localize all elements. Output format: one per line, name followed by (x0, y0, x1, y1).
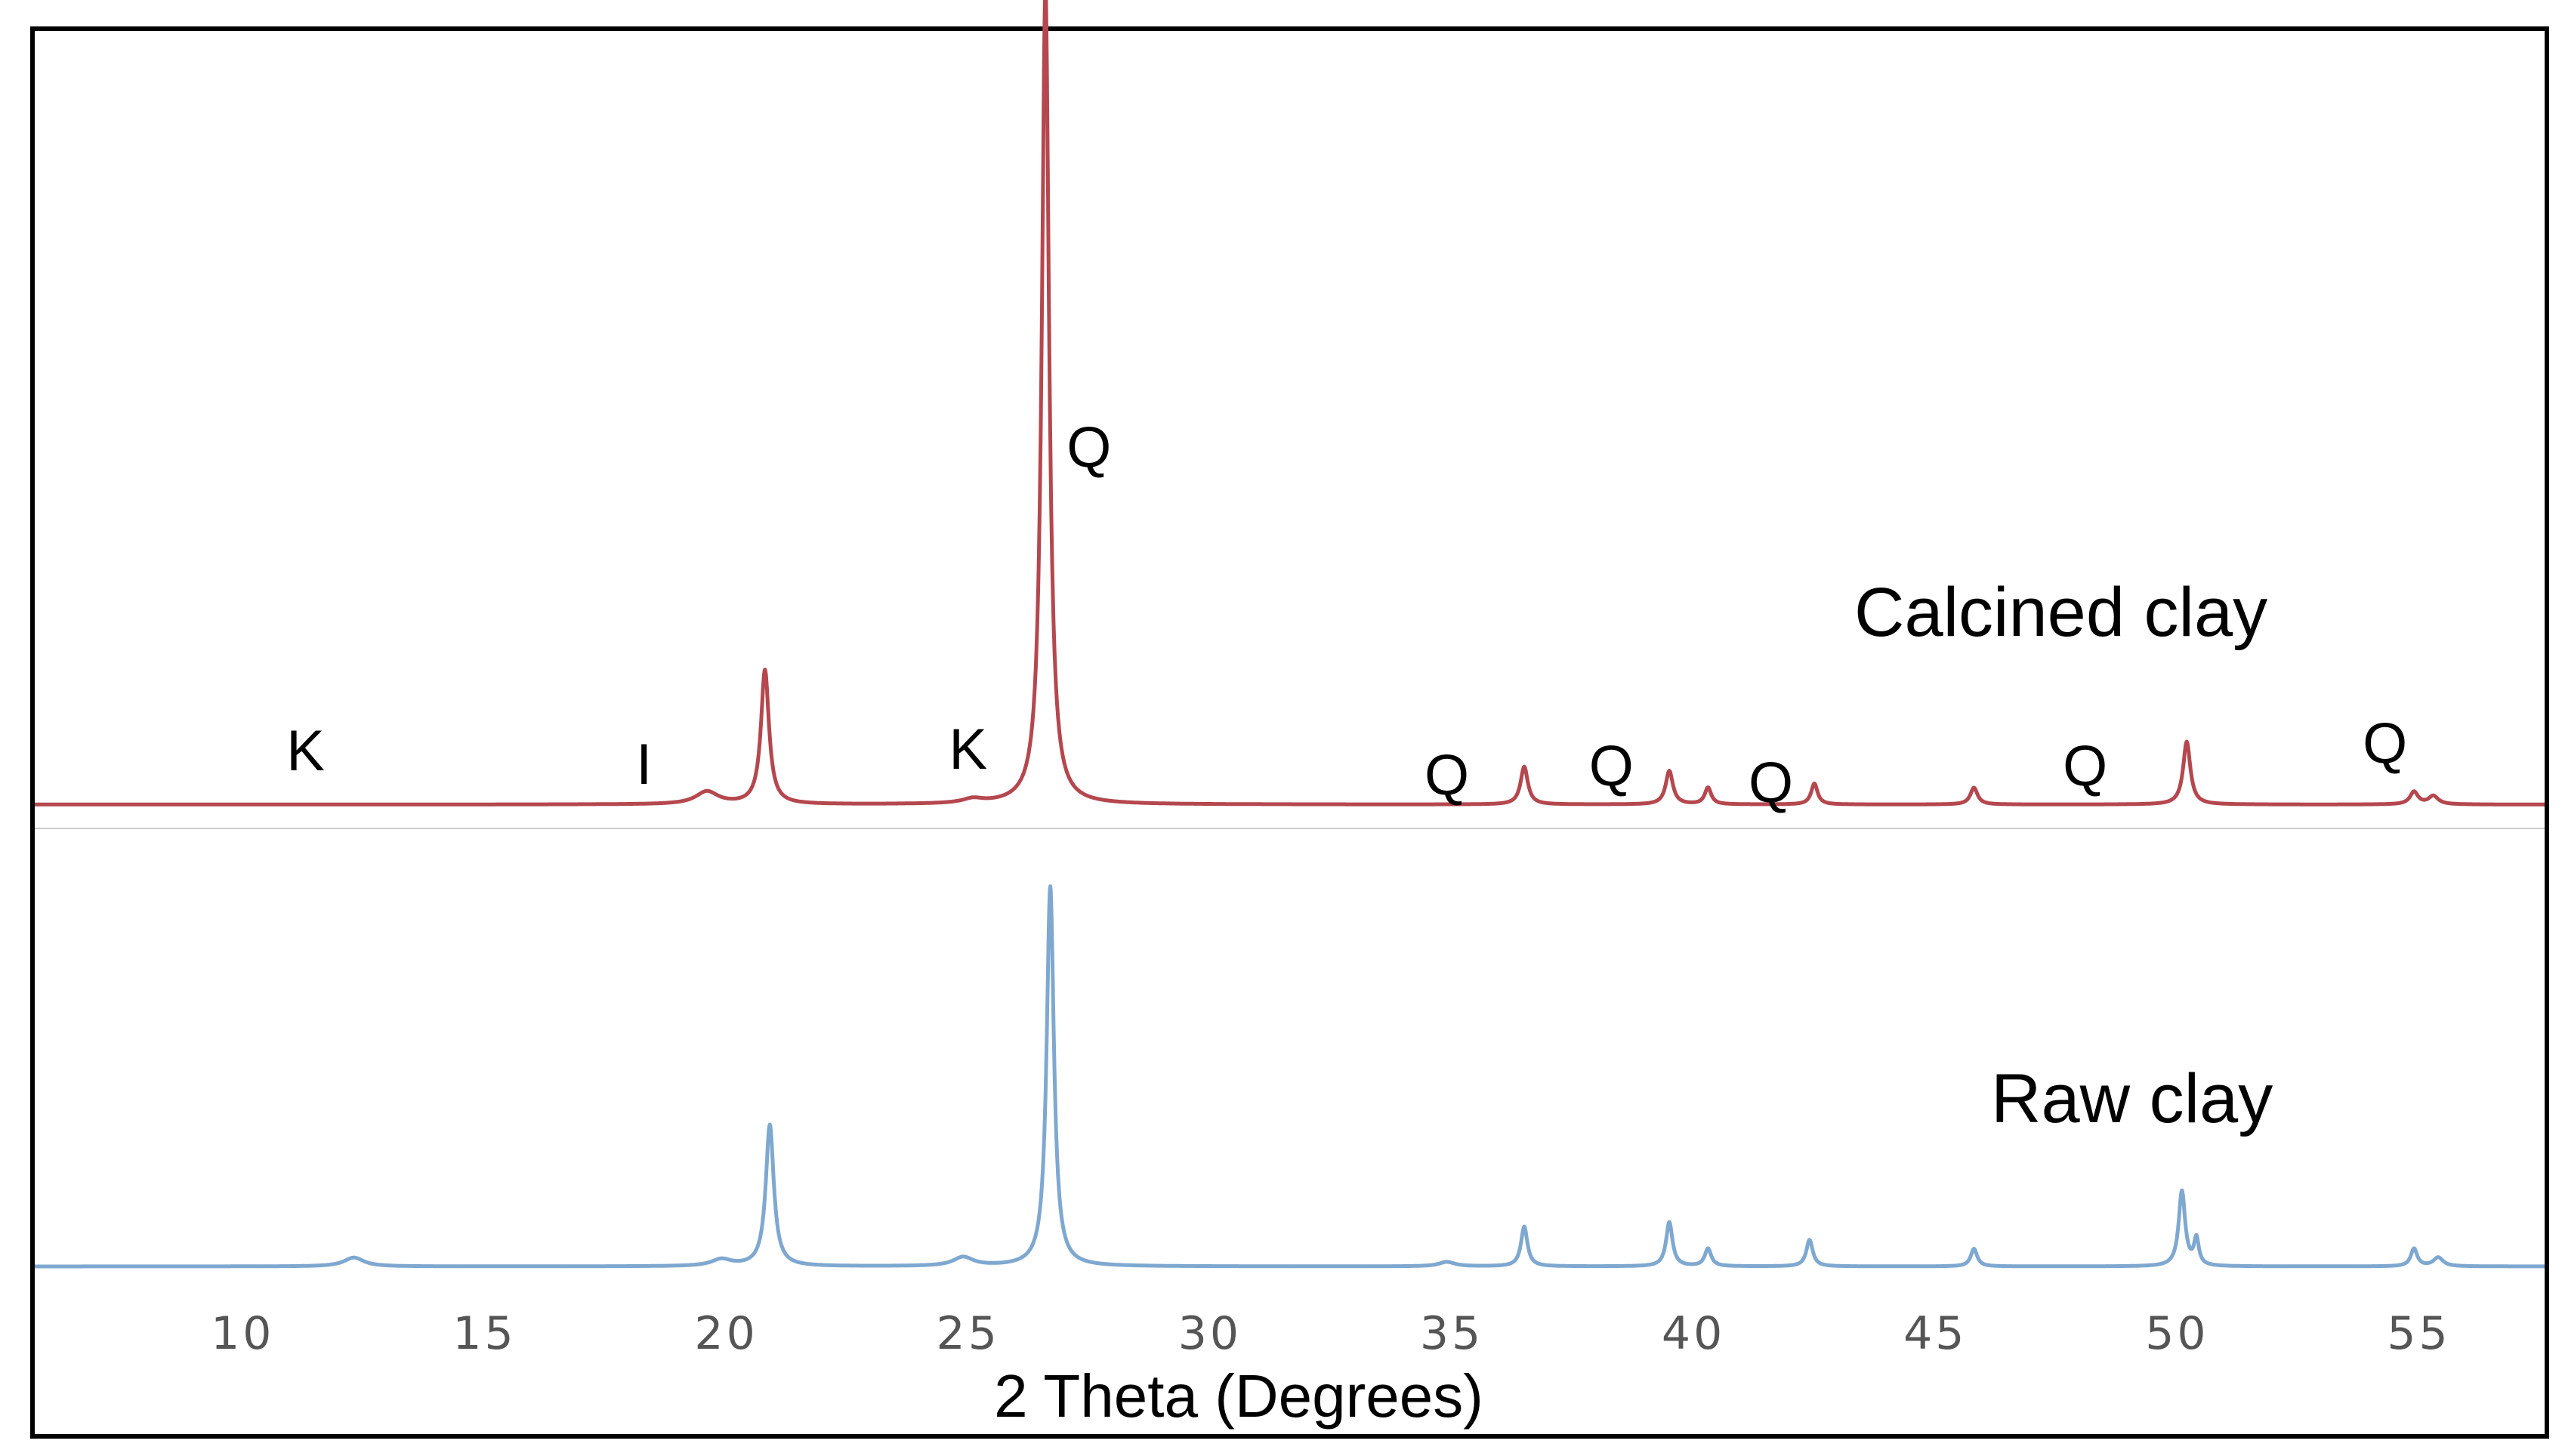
peak-label-quartz-5: Q (2063, 734, 2107, 798)
x-tick-label: 20 (694, 1307, 758, 1360)
raw-clay-trace (33, 884, 2546, 1269)
x-tick-label: 35 (1420, 1307, 1483, 1360)
peak-label-quartz-main: Q (1066, 415, 1111, 480)
peak-label-quartz-4: Q (1749, 751, 1793, 815)
x-tick-label: 55 (2387, 1307, 2450, 1360)
x-axis-title: 2 Theta (Degrees) (994, 1362, 1483, 1430)
series-label-calcined-clay: Calcined clay (1854, 574, 2267, 651)
calcined-clay-trace (33, 0, 2546, 807)
peak-label-quartz-3: Q (1589, 734, 1634, 798)
chart-frame (30, 26, 2549, 1439)
peak-label-kaolinite-2: K (949, 717, 987, 782)
x-tick-label: 30 (1178, 1307, 1242, 1360)
x-tick-label: 15 (452, 1307, 516, 1360)
series-label-raw-clay: Raw clay (1991, 1060, 2273, 1137)
x-tick-label: 40 (1662, 1307, 1725, 1360)
peak-label-quartz-6: Q (2363, 711, 2407, 776)
peak-label-quartz-2: Q (1424, 743, 1469, 807)
x-tick-label: 45 (1903, 1307, 1967, 1360)
peak-label-kaolinite-1: K (286, 719, 325, 783)
x-tick-label: 25 (937, 1307, 1000, 1360)
x-tick-label: 50 (2145, 1307, 2208, 1360)
x-tick-label: 10 (211, 1307, 274, 1360)
peak-label-illite: I (636, 733, 652, 797)
